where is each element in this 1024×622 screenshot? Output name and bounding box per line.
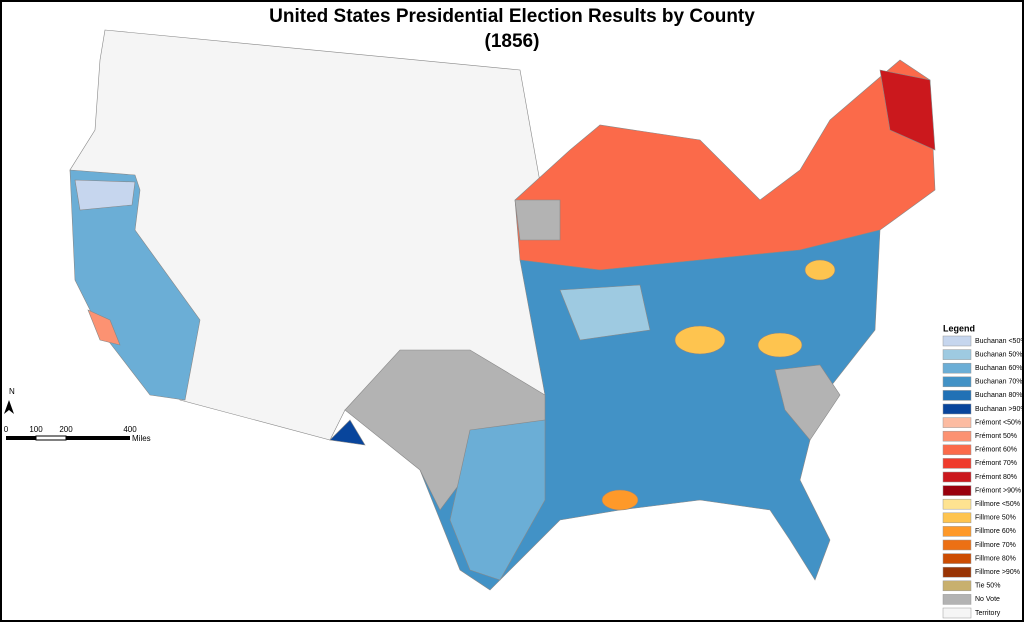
legend-label: Fillmore 70%: [975, 542, 1016, 549]
scale-label: 0: [4, 425, 9, 434]
texas-east: [449, 419, 546, 581]
scale-label: 100: [29, 425, 43, 434]
legend-label: Frémont <50%: [975, 419, 1021, 426]
fillmore-area: [601, 489, 639, 511]
north-arrow: [4, 400, 14, 414]
legend-swatch: [942, 594, 972, 605]
legend-label: Frémont 50%: [975, 433, 1017, 440]
legend-label: Fillmore <50%: [975, 501, 1020, 508]
legend-swatch: [942, 539, 972, 551]
no-vote-north: [514, 199, 561, 241]
legend-label: Buchanan <50%: [975, 338, 1024, 345]
legend-swatch: [942, 485, 972, 496]
legend-label: Frémont >90%: [975, 487, 1021, 494]
legend-label: Buchanan 60%: [975, 365, 1022, 372]
legend-swatch: [942, 403, 972, 415]
scale-segment: [66, 436, 130, 440]
scale-unit: Miles: [132, 434, 151, 443]
legend-swatch: [942, 553, 972, 564]
legend-swatch: [942, 362, 972, 374]
legend-label: Frémont 80%: [975, 474, 1017, 481]
no-vote-south-carolina: [774, 364, 841, 441]
legend-swatch: [942, 376, 972, 388]
legend-swatch: [942, 444, 972, 456]
legend-label: Buchanan 80%: [975, 392, 1022, 399]
legend-swatch: [942, 458, 972, 469]
fillmore-area: [757, 332, 803, 358]
legend-swatch: [942, 498, 972, 510]
fillmore-area: [804, 259, 836, 281]
legend-swatch: [942, 526, 972, 537]
legend-label: No Vote: [975, 596, 1000, 603]
region-light-blue: [559, 284, 651, 341]
legend-label: Buchanan 50%: [975, 351, 1022, 358]
scale-segment: [35, 435, 67, 441]
legend-swatch: [942, 390, 972, 401]
legend-label: Frémont 70%: [975, 460, 1017, 467]
california: [69, 169, 201, 401]
legend-title: Legend: [943, 323, 975, 333]
region-dark-blue: [329, 419, 366, 446]
legend-swatch: [942, 349, 972, 360]
title: United States Presidential Election Resu…: [269, 6, 755, 27]
legend-swatch: [942, 512, 972, 524]
scale-label: 400: [123, 425, 137, 434]
legend-swatch: [942, 607, 972, 619]
legend-label: Fillmore >90%: [975, 569, 1020, 576]
legend-label: Fillmore 80%: [975, 555, 1016, 562]
subtitle: (1856): [485, 31, 540, 52]
legend-label: Frémont 60%: [975, 447, 1017, 454]
north-label: N: [9, 387, 15, 396]
scale-bar: [6, 435, 130, 441]
legend-label: Fillmore 50%: [975, 515, 1016, 522]
legend-label: Tie 50%: [975, 583, 1000, 590]
legend-swatch: [942, 566, 972, 578]
fillmore-area: [674, 325, 726, 355]
legend-label: Buchanan >90%: [975, 406, 1024, 413]
legend-swatch: [942, 471, 972, 483]
california-north: [74, 179, 136, 211]
legend-swatch: [942, 430, 972, 442]
maine: [879, 69, 936, 151]
legend-label: Fillmore 60%: [975, 528, 1016, 535]
legend-label: Territory: [975, 610, 1001, 617]
legend-label: Buchanan 70%: [975, 379, 1022, 386]
legend-swatch: [942, 335, 972, 347]
scale-segment: [6, 436, 36, 440]
legend-swatch: [942, 580, 972, 592]
legend-swatch: [942, 417, 972, 428]
map-regions: [69, 29, 936, 591]
california-south: [87, 309, 121, 346]
scale-label: 200: [59, 425, 73, 434]
